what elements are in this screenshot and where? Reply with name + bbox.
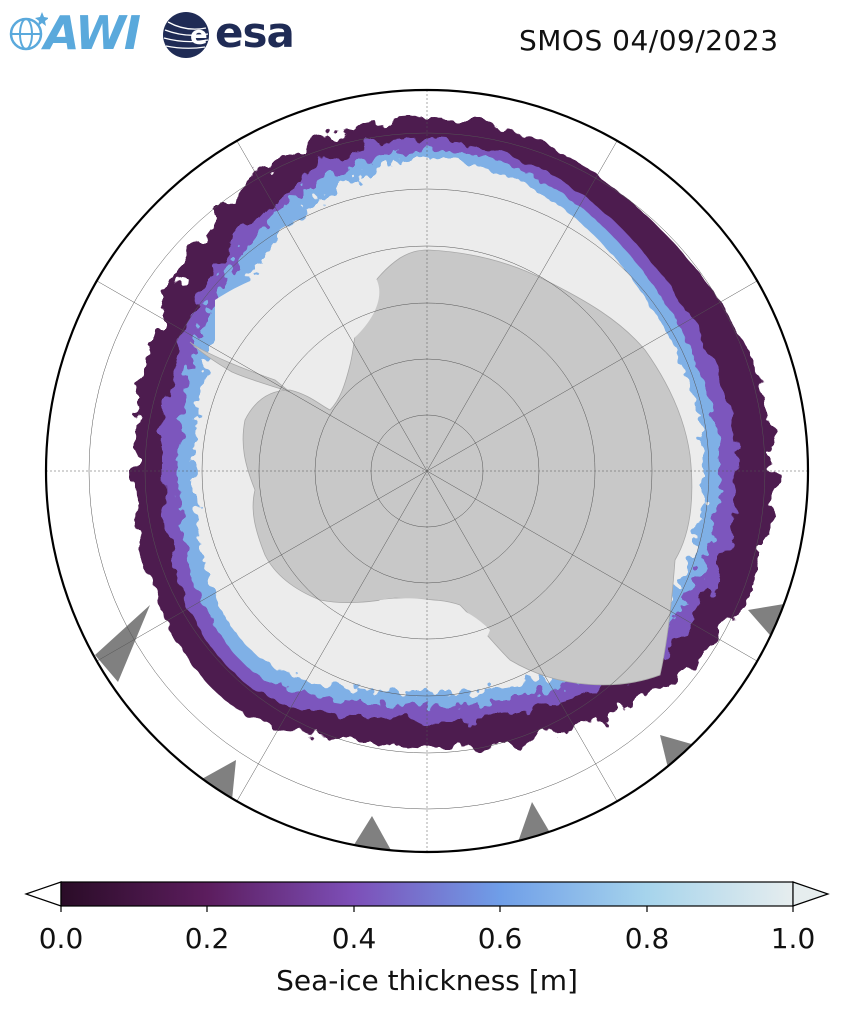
sea-ice-map bbox=[44, 88, 810, 854]
colorbar-tick-marks bbox=[60, 906, 794, 912]
colorbar-tick-label: 0.6 bbox=[477, 922, 523, 955]
antarctic-peninsula bbox=[189, 341, 291, 393]
esa-emblem-icon: e bbox=[163, 12, 209, 58]
colorbar-tick-label: 0.4 bbox=[331, 922, 377, 955]
meridians-diagonal bbox=[96, 140, 758, 802]
map-title: SMOS 04/09/2023 bbox=[519, 24, 779, 57]
colorbar-extend-max bbox=[792, 881, 830, 907]
awi-logo-text: AWI bbox=[44, 6, 141, 60]
colorbar-tick-label: 0.8 bbox=[624, 922, 670, 955]
esa-logo-text: esa bbox=[215, 8, 295, 57]
colorbar-tick-label: 0.0 bbox=[38, 922, 84, 955]
colorbar-tick-label: 0.2 bbox=[184, 922, 230, 955]
ross-sea-ice bbox=[357, 598, 490, 676]
colorbar-gradient bbox=[60, 881, 794, 907]
map-boundary bbox=[44, 88, 810, 854]
colorbar-label: Sea-ice thickness [m] bbox=[276, 964, 578, 997]
colorbar bbox=[24, 881, 830, 912]
weddell-sea-ice bbox=[215, 264, 380, 385]
svg-text:e: e bbox=[190, 21, 208, 51]
antarctica-landmass bbox=[242, 249, 693, 686]
awi-globe-icon bbox=[9, 12, 48, 51]
colorbar-tick-label: 1.0 bbox=[770, 922, 816, 955]
colorbar-extend-min bbox=[24, 881, 62, 907]
